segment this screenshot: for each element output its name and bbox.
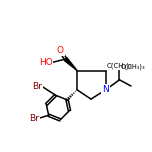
Text: O: O bbox=[57, 46, 64, 55]
Text: Br: Br bbox=[33, 82, 42, 91]
Polygon shape bbox=[64, 58, 77, 71]
Text: N: N bbox=[102, 85, 109, 94]
Text: C(CH₃)₃: C(CH₃)₃ bbox=[121, 64, 146, 70]
Text: HO: HO bbox=[39, 58, 52, 67]
Text: C(CH₃)₃: C(CH₃)₃ bbox=[107, 63, 132, 69]
Text: Br: Br bbox=[29, 114, 39, 123]
